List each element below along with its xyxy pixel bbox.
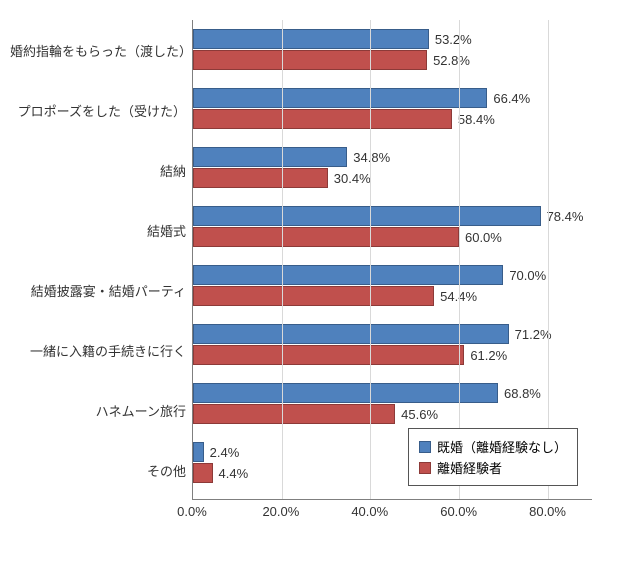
value-label: 52.8% bbox=[433, 53, 470, 68]
bar bbox=[193, 50, 427, 70]
category-label: 結婚式 bbox=[10, 200, 192, 260]
value-label: 30.4% bbox=[334, 171, 371, 186]
bar bbox=[193, 345, 464, 365]
value-label: 60.0% bbox=[465, 230, 502, 245]
value-label: 34.8% bbox=[353, 150, 390, 165]
legend: 既婚（離婚経験なし） 離婚経験者 bbox=[408, 428, 578, 486]
value-label: 70.0% bbox=[509, 268, 546, 283]
category-group: 34.8% 30.4% bbox=[193, 138, 592, 197]
x-tick-label: 20.0% bbox=[262, 504, 299, 519]
category-group: 66.4% 58.4% bbox=[193, 79, 592, 138]
legend-swatch bbox=[419, 441, 431, 453]
category-label: 一緒に入籍の手続きに行く bbox=[10, 320, 192, 380]
bar bbox=[193, 442, 204, 462]
value-label: 2.4% bbox=[210, 445, 240, 460]
x-tick-label: 80.0% bbox=[529, 504, 566, 519]
value-label: 4.4% bbox=[219, 466, 249, 481]
bar bbox=[193, 286, 434, 306]
legend-item: 既婚（離婚経験なし） bbox=[419, 437, 567, 456]
legend-swatch bbox=[419, 462, 431, 474]
category-group: 78.4% 60.0% bbox=[193, 197, 592, 256]
category-label: ハネムーン旅行 bbox=[10, 380, 192, 440]
bar bbox=[193, 109, 452, 129]
legend-item: 離婚経験者 bbox=[419, 458, 567, 477]
x-tick-label: 0.0% bbox=[177, 504, 207, 519]
category-label: その他 bbox=[10, 440, 192, 500]
category-label: 結納 bbox=[10, 140, 192, 200]
category-label: 婚約指輪をもらった（渡した） bbox=[10, 20, 192, 80]
value-label: 45.6% bbox=[401, 407, 438, 422]
category-label: 結婚披露宴・結婚パーティ bbox=[10, 260, 192, 320]
bar bbox=[193, 265, 503, 285]
x-tick-label: 40.0% bbox=[351, 504, 388, 519]
value-label: 71.2% bbox=[515, 327, 552, 342]
x-axis: 0.0%20.0%40.0%60.0%80.0% bbox=[192, 500, 592, 524]
bar bbox=[193, 463, 213, 483]
legend-label: 離婚経験者 bbox=[437, 458, 502, 477]
value-label: 78.4% bbox=[547, 209, 584, 224]
bar bbox=[193, 404, 395, 424]
grouped-bar-chart: 婚約指輪をもらった（渡した）プロポーズをした（受けた）結納結婚式結婚披露宴・結婚… bbox=[0, 0, 622, 564]
bar bbox=[193, 383, 498, 403]
bar bbox=[193, 227, 459, 247]
bar bbox=[193, 168, 328, 188]
value-label: 58.4% bbox=[458, 112, 495, 127]
gridline bbox=[282, 20, 283, 499]
value-label: 68.8% bbox=[504, 386, 541, 401]
bar bbox=[193, 206, 541, 226]
legend-label: 既婚（離婚経験なし） bbox=[437, 437, 567, 456]
bar bbox=[193, 88, 487, 108]
category-group: 70.0%54.4% bbox=[193, 256, 592, 315]
value-label: 66.4% bbox=[493, 91, 530, 106]
value-label: 53.2% bbox=[435, 32, 472, 47]
category-group: 68.8% 45.6% bbox=[193, 374, 592, 433]
bar bbox=[193, 147, 347, 167]
category-group: 71.2% 61.2% bbox=[193, 315, 592, 374]
bar bbox=[193, 324, 509, 344]
x-tick-label: 60.0% bbox=[440, 504, 477, 519]
gridline bbox=[370, 20, 371, 499]
category-label: プロポーズをした（受けた） bbox=[10, 80, 192, 140]
value-label: 61.2% bbox=[470, 348, 507, 363]
bar bbox=[193, 29, 429, 49]
category-group: 53.2% 52.8% bbox=[193, 20, 592, 79]
